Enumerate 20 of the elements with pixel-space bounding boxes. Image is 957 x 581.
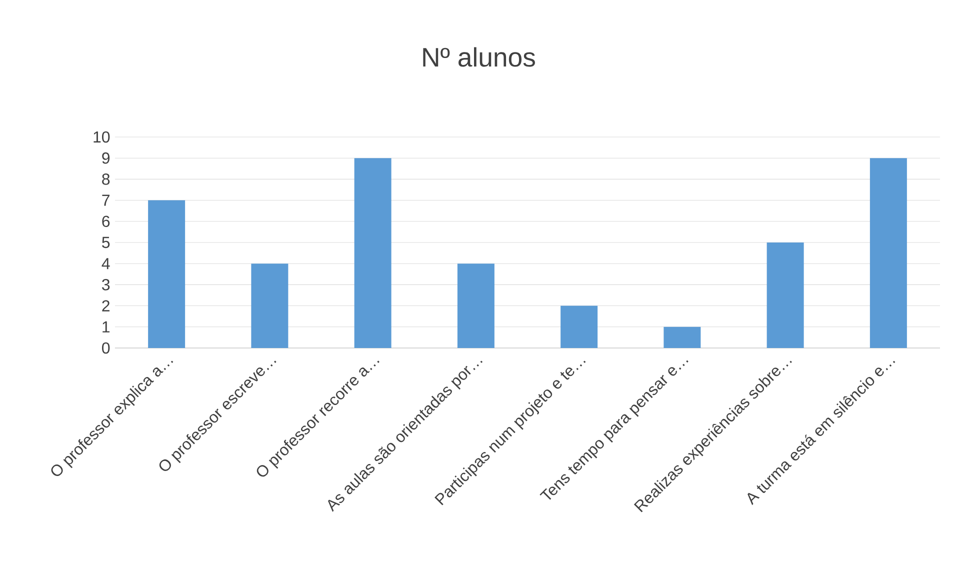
bar bbox=[560, 306, 598, 348]
y-tick-label: 10 bbox=[94, 131, 110, 143]
y-tick-label: 0 bbox=[102, 342, 110, 354]
y-tick-label: 6 bbox=[102, 216, 110, 228]
y-tick-label: 2 bbox=[102, 300, 110, 312]
y-tick-label: 5 bbox=[102, 236, 110, 248]
chart-title: Nº alunos bbox=[423, 47, 535, 67]
y-tick-label: 3 bbox=[102, 279, 110, 290]
bar bbox=[251, 264, 288, 348]
bar bbox=[148, 200, 186, 348]
y-tick-label: 1 bbox=[102, 321, 110, 332]
y-tick-label: 7 bbox=[102, 194, 110, 206]
bar bbox=[354, 158, 392, 348]
y-tick-label: 8 bbox=[102, 174, 110, 185]
bar bbox=[457, 264, 494, 348]
y-tick-label: 9 bbox=[102, 152, 110, 164]
bar bbox=[870, 158, 907, 348]
bar bbox=[664, 326, 701, 348]
bar bbox=[766, 242, 804, 348]
y-tick-label: 4 bbox=[102, 258, 110, 270]
